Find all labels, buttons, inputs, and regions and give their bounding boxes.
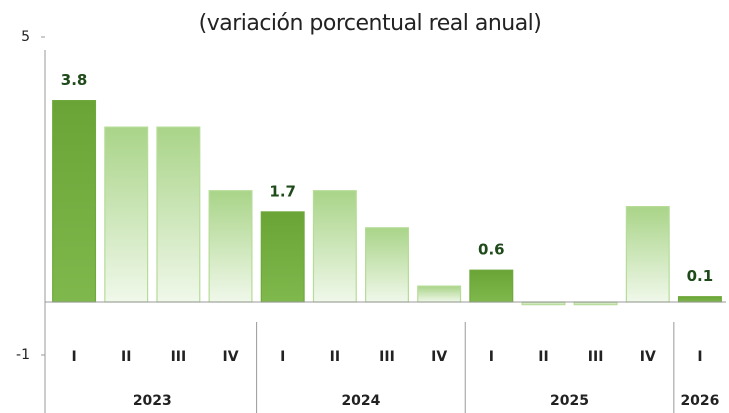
y-tick-label: -1: [16, 347, 30, 363]
bar: [156, 126, 201, 303]
group-label: 2025: [550, 393, 589, 409]
x-tick-label: IV: [431, 349, 447, 365]
x-tick-label: II: [121, 349, 131, 365]
bar: [312, 190, 357, 303]
bar: [260, 211, 305, 303]
x-tick-label: I: [697, 349, 702, 365]
x-tick-label: III: [379, 349, 395, 365]
x-tick-label: III: [588, 349, 604, 365]
value-label: 0.1: [687, 267, 714, 285]
chart-subtitle: (variación porcentual real anual): [199, 11, 542, 36]
bar: [417, 285, 462, 303]
bar: [104, 126, 149, 303]
bar: [208, 190, 253, 303]
group-label: 2026: [680, 393, 719, 409]
x-tick-label: I: [280, 349, 285, 365]
y-tick-label: 5: [21, 29, 30, 45]
x-tick-label: II: [330, 349, 340, 365]
group-label: 2024: [341, 393, 380, 409]
x-tick-label: IV: [223, 349, 239, 365]
value-label: 3.8: [61, 71, 88, 89]
bar: [469, 269, 514, 303]
group-label: 2023: [133, 393, 172, 409]
x-tick-label: I: [489, 349, 494, 365]
x-tick-label: IV: [640, 349, 656, 365]
value-label: 1.7: [269, 182, 296, 200]
bar: [52, 99, 97, 303]
x-tick-label: I: [71, 349, 76, 365]
bar: [365, 227, 409, 303]
value-label: 0.6: [478, 241, 505, 259]
x-tick-label: III: [171, 349, 187, 365]
x-tick-label: II: [538, 349, 548, 365]
bar: [677, 296, 722, 303]
bar: [625, 206, 670, 303]
